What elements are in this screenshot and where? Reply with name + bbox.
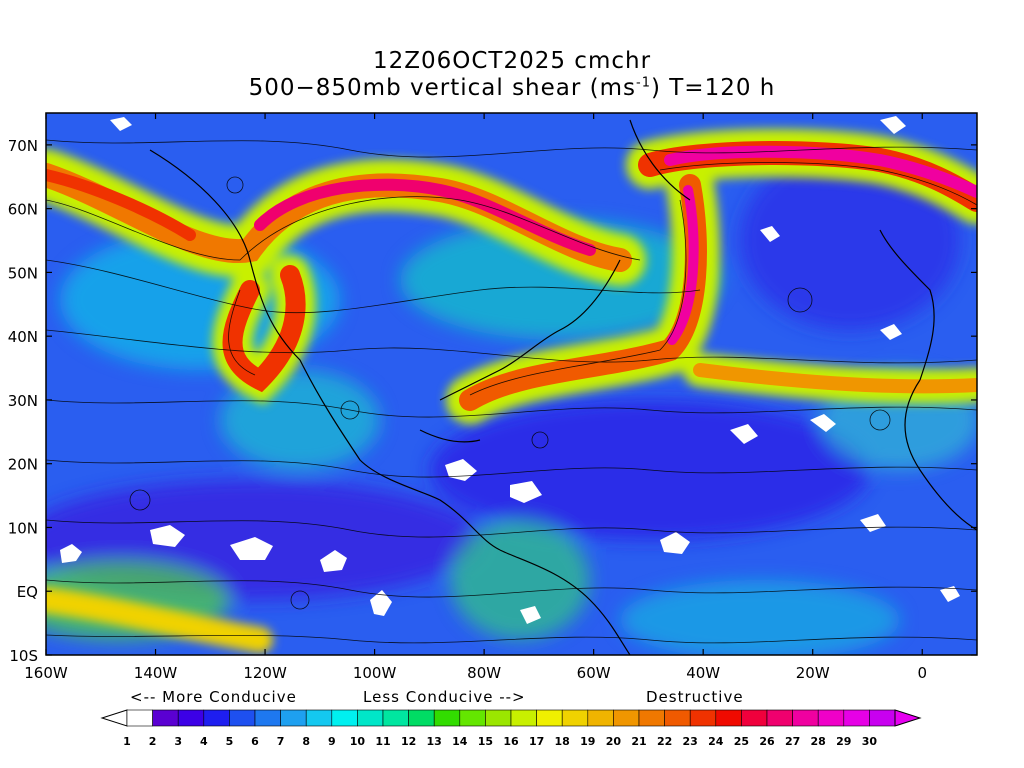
- colorbar-swatch: [433, 709, 461, 727]
- lat-label: 60N: [8, 201, 38, 219]
- colorbar-swatch: [715, 709, 742, 727]
- colorbar: 1 2 3 4 5 6 7 8 9 10 11 12 13 14 15 16 17 18 19 20 21 22 23 24 2…: [100, 709, 922, 748]
- colorbar-tick-label: 22: [657, 735, 672, 748]
- plot-title-line1: 12Z06OCT2025 cmchr: [372, 48, 652, 74]
- colorbar-tick-label: 19: [580, 735, 595, 748]
- colorbar-swatch: [152, 709, 179, 727]
- colorbar-tick-label: 18: [555, 735, 570, 748]
- low-shear-patches: [60, 116, 960, 624]
- colorbar-tick-label: 4: [200, 735, 208, 748]
- colorbar-swatch: [408, 709, 435, 727]
- colorbar-tick-label: 14: [452, 735, 468, 748]
- lon-label: 20W: [796, 664, 830, 682]
- colorbar-swatch: [561, 709, 589, 727]
- colorbar-tick-label: 26: [759, 735, 775, 748]
- colorbar-tick-label: 11: [375, 735, 390, 748]
- colorbar-swatch: [587, 709, 614, 727]
- colorbar-tick-label: 7: [277, 735, 285, 748]
- lat-label: 70N: [8, 137, 38, 155]
- lat-label: 40N: [8, 328, 38, 346]
- lon-label: 160W: [24, 664, 68, 682]
- colorbar-tick-label: 24: [708, 735, 724, 748]
- lon-label: 60W: [577, 664, 611, 682]
- map-frame: [45, 112, 978, 656]
- title-unit-exponent: -1: [636, 75, 651, 91]
- colorbar-tick-label: 27: [785, 735, 800, 748]
- colorbar-swatch: [280, 709, 307, 727]
- colorbar-tick-label: 23: [683, 735, 698, 748]
- colorbar-tick-label: 3: [174, 735, 182, 748]
- colorbar-swatch: [869, 709, 896, 727]
- title-line2-main: 500−850mb vertical shear (ms: [248, 75, 636, 101]
- jet-streams: [46, 129, 977, 653]
- lat-label: EQ: [17, 583, 38, 601]
- colorbar-swatch: [459, 709, 486, 727]
- colorbar-swatch: [843, 709, 870, 727]
- lat-label: 10N: [8, 519, 38, 537]
- axis-ticks: 160W 140W 120W 100W 80W 60W 40W 20W 0 70N 60N 50N 40…: [8, 113, 977, 682]
- colorbar-tick-label: 17: [529, 735, 544, 748]
- colorbar-swatch: [792, 709, 819, 727]
- colorbar-swatch: [203, 709, 230, 727]
- colorbar-right-arrow: [894, 709, 922, 727]
- lon-label: 120W: [243, 664, 287, 682]
- colorbar-swatch: [305, 709, 333, 727]
- colorbar-tick-label: 12: [401, 735, 416, 748]
- lon-label: 40W: [686, 664, 720, 682]
- lat-label: 50N: [8, 264, 38, 282]
- colorbar-label-destructive: Destructive: [646, 688, 744, 706]
- colorbar-swatch: [382, 709, 409, 727]
- lon-label: 0: [917, 664, 927, 682]
- colorbar-swatch: [817, 709, 845, 727]
- colorbar-label-less-conducive: Less Conducive -->: [363, 688, 526, 706]
- colorbar-tick-label: 28: [811, 735, 826, 748]
- plot-title-line2: 500−850mb vertical shear (ms-1) T=120 h: [0, 75, 1024, 101]
- colorbar-swatch: [229, 709, 256, 727]
- colorbar-swatch: [177, 709, 205, 727]
- colorbar-swatch: [613, 709, 640, 727]
- colorbar-tick-label: 15: [478, 735, 493, 748]
- colorbar-tick-label: 8: [302, 735, 310, 748]
- colorbar-swatch: [638, 709, 665, 727]
- title-line2-end: ) T=120 h: [650, 75, 776, 101]
- colorbar-tick-label: 2: [149, 735, 157, 748]
- colorbar-tick-label: 6: [251, 735, 259, 748]
- lat-label: 20N: [8, 456, 38, 474]
- colorbar-swatch: [741, 709, 768, 727]
- colorbar-tick-label: 10: [350, 735, 366, 748]
- colorbar-swatch: [536, 709, 563, 727]
- colorbar-swatch: [664, 709, 691, 727]
- colorbar-tick-label: 20: [606, 735, 622, 748]
- colorbar-tick-label: 25: [734, 735, 749, 748]
- colorbar-tick-label: 29: [836, 735, 851, 748]
- colorbar-swatch: [485, 709, 512, 727]
- colorbar-swatch: [331, 709, 358, 727]
- colorbar-tick-label: 9: [328, 735, 336, 748]
- colorbar-swatch: [126, 709, 153, 727]
- lon-label: 140W: [134, 664, 178, 682]
- colorbar-tick-label: 30: [862, 735, 878, 748]
- coastlines: [149, 119, 977, 655]
- colorbar-swatch: [254, 709, 281, 727]
- lon-label: 100W: [353, 664, 397, 682]
- colorbar-swatch: [689, 709, 717, 727]
- colorbar-tick-label: 16: [503, 735, 519, 748]
- lat-label: 30N: [8, 392, 38, 410]
- streamlines: [46, 139, 977, 644]
- colorbar-swatch: [357, 709, 384, 727]
- map-field: [46, 113, 977, 655]
- lat-label: 10S: [9, 647, 38, 665]
- colorbar-tick-label: 21: [631, 735, 646, 748]
- lon-label: 80W: [467, 664, 501, 682]
- colorbar-tick-label: 1: [123, 735, 131, 748]
- colorbar-swatch: [766, 709, 793, 727]
- colorbar-left-arrow: [100, 709, 128, 727]
- colorbar-tick-label: 13: [427, 735, 442, 748]
- colorbar-tick-label: 5: [226, 735, 234, 748]
- colorbar-label-more-conducive: <-- More Conducive: [130, 688, 297, 706]
- colorbar-swatch: [510, 709, 537, 727]
